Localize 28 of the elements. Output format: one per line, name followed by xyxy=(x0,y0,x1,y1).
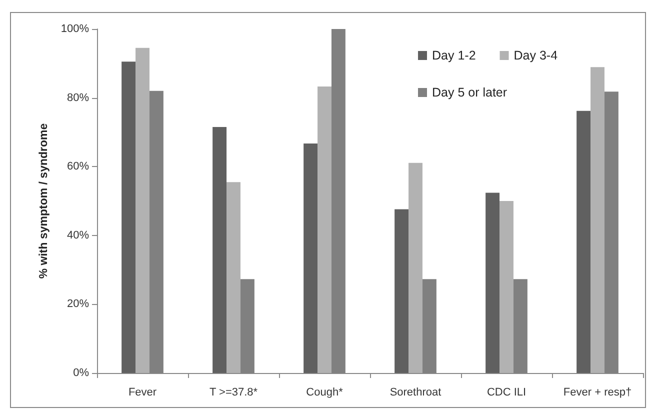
y-tick-label: 40% xyxy=(66,229,90,242)
bar xyxy=(136,48,150,373)
y-tick-label: 80% xyxy=(66,92,90,104)
x-tick-label: Cough* xyxy=(306,386,344,398)
x-tick-label: Fever xyxy=(128,386,157,398)
y-axis-title: % with symptom / syndrome xyxy=(38,123,50,279)
bar xyxy=(318,86,332,373)
bar xyxy=(226,182,240,373)
bar xyxy=(304,144,318,373)
legend-label: Day 1-2 xyxy=(432,48,476,62)
bar xyxy=(122,62,136,373)
y-tick-label: 20% xyxy=(66,298,90,310)
y-tick-label: 0% xyxy=(73,367,90,379)
y-tick-label: 100% xyxy=(60,23,90,35)
x-tick-label: Fever + resp† xyxy=(563,386,632,398)
x-tick-label: T >=37.8* xyxy=(209,386,258,398)
bar xyxy=(590,67,604,373)
bar xyxy=(486,192,500,373)
legend-label: Day 3-4 xyxy=(514,48,558,62)
bar xyxy=(408,162,422,373)
y-tick-label: 60% xyxy=(66,160,90,173)
bar xyxy=(212,127,227,373)
bar xyxy=(500,201,514,373)
bar xyxy=(394,209,409,373)
legend-label: Day 5 or later xyxy=(432,86,508,100)
x-tick-label: CDC ILI xyxy=(486,386,526,398)
bar xyxy=(576,110,591,373)
x-tick-label: Sorethroat xyxy=(390,386,442,398)
